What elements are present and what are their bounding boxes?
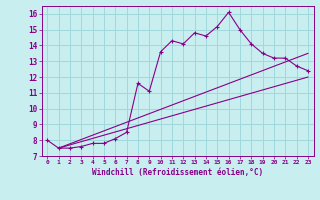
X-axis label: Windchill (Refroidissement éolien,°C): Windchill (Refroidissement éolien,°C) xyxy=(92,168,263,177)
